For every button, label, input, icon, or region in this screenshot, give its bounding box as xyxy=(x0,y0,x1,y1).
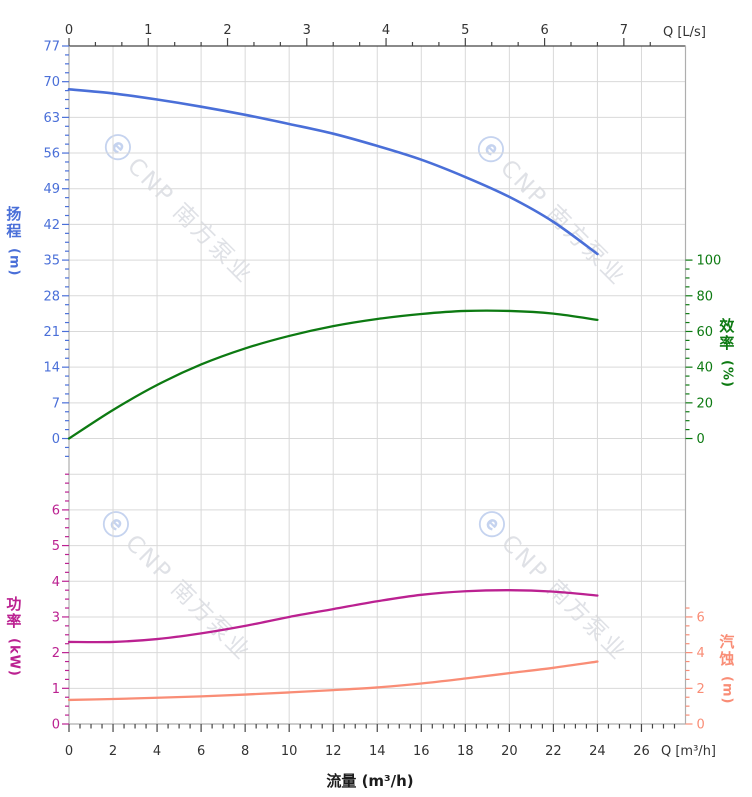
npsh-axis-title: 汽蚀 (m) xyxy=(719,633,735,704)
svg-text:18: 18 xyxy=(457,744,474,759)
head-axis-title-text: 扬程 xyxy=(6,205,22,241)
svg-text:77: 77 xyxy=(43,40,60,55)
svg-text:49: 49 xyxy=(43,182,60,197)
svg-text:2: 2 xyxy=(52,646,60,661)
svg-text:56: 56 xyxy=(43,147,60,162)
svg-text:0: 0 xyxy=(52,432,60,447)
svg-text:8: 8 xyxy=(241,744,249,759)
svg-text:5: 5 xyxy=(52,539,60,554)
svg-text:6: 6 xyxy=(697,610,705,625)
top-axis-unit-label: Q [L/s] xyxy=(663,25,706,40)
svg-text:3: 3 xyxy=(52,610,60,625)
bottom-axis: 0 2 4 6 8 10 12 14 16 18 20 22 24 26 xyxy=(65,724,676,759)
svg-text:24: 24 xyxy=(589,744,606,759)
svg-text:4: 4 xyxy=(52,575,60,590)
npsh-axis-unit: (m) xyxy=(719,675,735,704)
svg-text:80: 80 xyxy=(697,289,714,304)
svg-text:6: 6 xyxy=(52,503,60,518)
svg-text:14: 14 xyxy=(369,744,386,759)
bottom-axis-unit-label: Q [m³/h] xyxy=(661,744,717,759)
svg-text:35: 35 xyxy=(43,254,60,269)
svg-text:1: 1 xyxy=(144,23,152,38)
efficiency-axis-unit: (%) xyxy=(719,359,735,388)
svg-text:26: 26 xyxy=(633,744,650,759)
gridlines xyxy=(69,46,686,724)
svg-text:4: 4 xyxy=(697,646,705,661)
svg-text:4: 4 xyxy=(153,744,161,759)
svg-text:3: 3 xyxy=(303,23,311,38)
svg-text:4: 4 xyxy=(382,23,390,38)
npsh-axis: 6 4 2 0 xyxy=(685,607,705,733)
svg-text:6: 6 xyxy=(540,23,548,38)
power-curve xyxy=(67,589,599,644)
svg-text:1: 1 xyxy=(52,682,60,697)
power-axis-unit: (kW) xyxy=(6,637,22,677)
efficiency-axis-title-text: 效率 xyxy=(719,317,735,353)
svg-text:63: 63 xyxy=(43,111,60,126)
svg-text:10: 10 xyxy=(281,744,298,759)
power-axis-title: 功率 (kW) xyxy=(6,595,22,677)
svg-text:40: 40 xyxy=(697,361,714,376)
svg-text:70: 70 xyxy=(43,75,60,90)
svg-text:2: 2 xyxy=(109,744,117,759)
x-axis-title: 流量 (m³/h) xyxy=(326,772,414,790)
svg-text:28: 28 xyxy=(43,289,60,304)
svg-text:20: 20 xyxy=(501,744,518,759)
npsh-curve xyxy=(67,660,599,702)
svg-text:100: 100 xyxy=(697,254,722,269)
head-curve xyxy=(67,88,599,256)
head-axis-unit: (m) xyxy=(6,247,22,276)
svg-text:14: 14 xyxy=(43,361,60,376)
svg-text:60: 60 xyxy=(697,325,714,340)
svg-text:5: 5 xyxy=(461,23,469,38)
svg-text:0: 0 xyxy=(65,23,73,38)
svg-text:12: 12 xyxy=(325,744,342,759)
head-axis-title: 扬程 (m) xyxy=(6,205,22,276)
svg-text:2: 2 xyxy=(223,23,231,38)
power-axis: 6 5 4 3 2 1 0 xyxy=(52,473,69,733)
svg-text:21: 21 xyxy=(43,325,60,340)
svg-text:20: 20 xyxy=(697,396,714,411)
efficiency-curve xyxy=(67,309,599,440)
svg-text:16: 16 xyxy=(413,744,430,759)
efficiency-axis: 100 80 60 40 20 0 xyxy=(685,254,722,447)
svg-text:22: 22 xyxy=(545,744,562,759)
svg-text:2: 2 xyxy=(697,682,705,697)
svg-text:0: 0 xyxy=(697,718,705,733)
npsh-axis-title-text: 汽蚀 xyxy=(719,633,735,669)
power-axis-title-text: 功率 xyxy=(6,595,22,631)
svg-text:7: 7 xyxy=(52,396,60,411)
svg-text:7: 7 xyxy=(620,23,628,38)
svg-text:0: 0 xyxy=(65,744,73,759)
svg-text:42: 42 xyxy=(43,218,60,233)
top-axis: 0 1 2 3 4 5 6 7 xyxy=(65,23,651,46)
efficiency-axis-title: 效率 (%) xyxy=(719,317,735,388)
svg-text:6: 6 xyxy=(197,744,205,759)
svg-text:0: 0 xyxy=(52,718,60,733)
svg-text:0: 0 xyxy=(697,432,705,447)
